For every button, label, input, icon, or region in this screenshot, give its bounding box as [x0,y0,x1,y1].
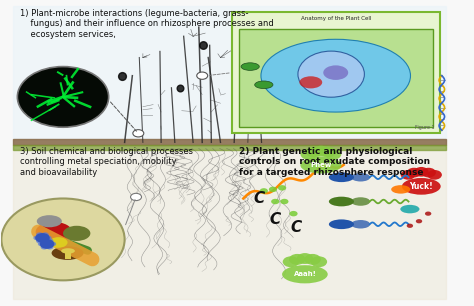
Text: C: C [254,191,265,206]
Circle shape [325,149,341,160]
Text: C: C [270,212,281,227]
Ellipse shape [323,65,348,80]
Ellipse shape [52,246,83,260]
Circle shape [44,236,52,240]
Circle shape [269,187,277,192]
Ellipse shape [241,63,259,70]
Circle shape [310,256,327,267]
Ellipse shape [329,197,354,206]
FancyBboxPatch shape [65,252,71,259]
Circle shape [40,239,55,249]
Ellipse shape [300,76,322,88]
Text: C: C [290,220,301,235]
Circle shape [290,211,298,216]
FancyArrowPatch shape [43,234,88,251]
Ellipse shape [255,81,273,88]
Circle shape [38,241,45,246]
Circle shape [313,146,329,157]
Circle shape [41,245,48,250]
Circle shape [278,185,286,191]
Circle shape [401,170,415,180]
FancyArrowPatch shape [38,232,92,259]
Circle shape [33,236,41,240]
Ellipse shape [298,51,365,97]
Circle shape [421,168,436,177]
Circle shape [306,147,322,157]
Circle shape [18,67,109,127]
Text: Yuck!: Yuck! [410,182,433,191]
Ellipse shape [329,172,354,182]
Circle shape [304,254,321,265]
Circle shape [46,245,54,250]
Ellipse shape [63,226,91,241]
FancyBboxPatch shape [232,12,439,133]
Ellipse shape [351,220,370,229]
Circle shape [130,193,142,201]
Bar [13,145,447,150]
Circle shape [427,170,442,180]
Circle shape [197,72,208,79]
Bar [13,6,447,139]
Circle shape [260,188,268,194]
Ellipse shape [61,248,75,254]
FancyBboxPatch shape [239,29,433,127]
Bar [13,145,447,299]
Circle shape [42,232,49,237]
Circle shape [133,130,144,137]
Text: Anatomy of the Plant Cell: Anatomy of the Plant Cell [301,16,371,21]
Text: Aaah!: Aaah! [293,271,316,277]
Ellipse shape [351,197,370,206]
Circle shape [407,224,413,228]
Circle shape [319,147,336,157]
Circle shape [283,256,299,267]
Circle shape [280,199,289,204]
Circle shape [425,211,431,216]
Circle shape [414,167,428,177]
Ellipse shape [301,157,341,174]
Circle shape [41,238,48,243]
Circle shape [297,253,313,264]
Circle shape [46,238,54,243]
Bar [13,139,447,145]
Circle shape [271,199,279,204]
Circle shape [301,149,317,160]
Ellipse shape [261,39,410,112]
Text: 3) Soil chemical and biological processes
controlling metal speciation, mobility: 3) Soil chemical and biological processe… [19,147,192,177]
Circle shape [289,254,305,265]
Text: Phew: Phew [310,162,332,168]
Ellipse shape [329,219,354,229]
Ellipse shape [401,205,419,213]
Text: Figure 1: Figure 1 [415,125,435,130]
Ellipse shape [391,185,410,194]
Circle shape [36,239,44,244]
Circle shape [1,199,125,280]
Ellipse shape [36,222,72,242]
Circle shape [36,232,44,237]
Ellipse shape [351,173,370,181]
Ellipse shape [37,215,62,227]
Circle shape [35,233,50,243]
Circle shape [42,239,49,244]
Circle shape [407,168,421,177]
Text: 1) Plant-microbe interactions (legume-bacteria, grass-
    fungus) and their inf: 1) Plant-microbe interactions (legume-ba… [19,9,273,39]
Circle shape [416,219,422,223]
Ellipse shape [49,237,68,248]
Ellipse shape [402,178,441,195]
Text: 2) Plant genetic and physiological
controls on root exudate composition
for a ta: 2) Plant genetic and physiological contr… [239,147,430,177]
Ellipse shape [282,265,328,283]
Circle shape [49,241,56,246]
